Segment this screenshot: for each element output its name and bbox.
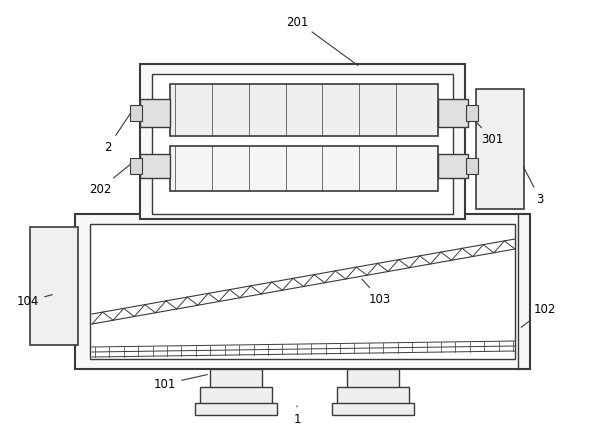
Bar [30,227,78,345]
Text: 2: 2 [105,114,131,154]
Text: 101: 101 [154,375,207,391]
Text: 201: 201 [286,16,358,66]
Bar [140,65,465,220]
Text: 3: 3 [523,167,544,206]
Bar [210,369,262,389]
Bar [130,159,142,174]
Text: 301: 301 [468,114,503,146]
Text: 103: 103 [362,279,391,306]
Bar [438,100,468,128]
Bar [466,159,478,174]
Bar [75,214,530,369]
Text: 202: 202 [89,165,130,196]
Bar [476,90,524,210]
Bar [170,147,438,191]
Bar [438,155,468,178]
Text: 102: 102 [521,303,556,328]
Bar [200,387,272,405]
Bar [337,387,409,405]
Bar [332,403,414,415]
Bar [170,85,438,137]
Text: 104: 104 [17,295,52,308]
Bar [140,100,170,128]
Bar [140,155,170,178]
Bar [466,106,478,122]
Bar [130,106,142,122]
Bar [195,403,277,415]
Bar [90,224,515,359]
Bar [152,75,453,214]
Bar [347,369,399,389]
Text: 1: 1 [293,406,301,425]
